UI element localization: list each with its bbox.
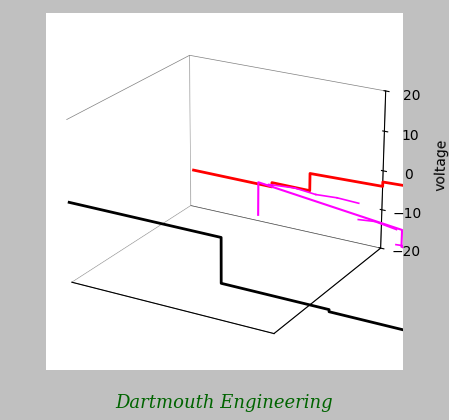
Text: Dartmouth Engineering: Dartmouth Engineering xyxy=(116,394,333,412)
